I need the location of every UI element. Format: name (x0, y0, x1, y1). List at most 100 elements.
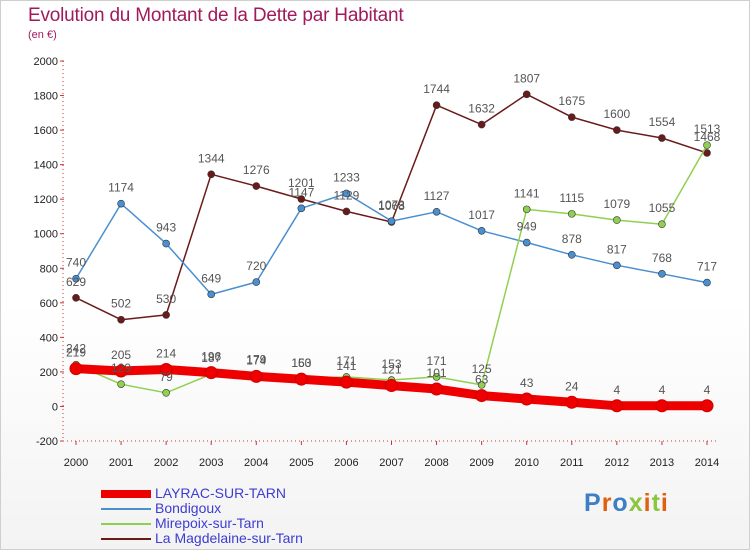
legend-item[interactable]: La Magdelaine-sur-Tarn (101, 530, 401, 546)
y-tick-label: 1200 (34, 194, 58, 206)
x-tick-label: 2002 (154, 457, 178, 469)
data-point (613, 126, 621, 134)
data-label: 717 (697, 260, 717, 274)
data-label: 1276 (243, 163, 270, 177)
x-tick-label: 2003 (199, 457, 223, 469)
data-point (432, 373, 441, 381)
logo-letter: t (651, 489, 661, 517)
data-point (162, 311, 170, 319)
data-label: 153 (291, 356, 311, 370)
data-point (385, 379, 398, 393)
data-label: 1079 (604, 197, 631, 211)
data-label: 1141 (514, 186, 540, 200)
data-point (294, 372, 308, 386)
data-label: 740 (66, 256, 86, 270)
data-point (658, 134, 666, 142)
data-label: 530 (156, 292, 176, 306)
x-tick-label: 2013 (650, 457, 674, 469)
logo-letter: P (584, 489, 602, 517)
data-point (700, 399, 714, 413)
data-label: 4 (659, 383, 666, 397)
x-tick-label: 2005 (289, 457, 313, 469)
logo-letter: r (601, 489, 613, 517)
data-label: 179 (246, 353, 266, 367)
x-tick-label: 2008 (424, 457, 448, 469)
data-point (72, 274, 80, 283)
data-point (703, 149, 711, 157)
data-point (703, 278, 711, 287)
data-point (522, 90, 531, 99)
data-label: 1147 (288, 185, 314, 199)
x-tick-label: 2010 (514, 457, 538, 469)
data-label: 205 (111, 348, 131, 362)
data-point (477, 381, 486, 389)
x-tick-label: 2007 (379, 457, 403, 469)
x-tick-label: 2014 (695, 457, 719, 469)
data-point (520, 392, 534, 406)
data-point (159, 362, 173, 376)
data-label: 943 (156, 221, 176, 235)
data-label: 629 (66, 275, 86, 289)
data-label: 242 (66, 342, 86, 356)
series-bondigoux (72, 189, 711, 299)
data-point (655, 399, 669, 413)
data-label: 121 (381, 363, 401, 377)
data-point (69, 362, 83, 376)
chart-title: Evolution du Montant de la Dette par Hab… (28, 5, 404, 26)
data-point (567, 210, 576, 218)
data-point (477, 120, 486, 129)
data-label: 171 (336, 354, 356, 368)
data-point (613, 216, 621, 224)
data-point (249, 369, 263, 383)
data-label: 720 (246, 259, 266, 273)
data-label: 4 (704, 383, 711, 397)
data-point (207, 290, 216, 299)
legend-swatch (101, 523, 151, 525)
data-label: 174 (246, 353, 266, 367)
y-tick-label: 1400 (34, 160, 58, 172)
legend-item[interactable]: Bondigoux (101, 500, 401, 516)
data-label: 63 (475, 373, 489, 387)
data-point (117, 315, 125, 324)
y-tick-label: -200 (36, 436, 58, 448)
legend-swatch (101, 538, 151, 540)
legend-item[interactable]: Mirepoix-sur-Tarn (101, 515, 401, 531)
data-label: 141 (336, 359, 356, 373)
proxiti-logo[interactable]: Proxiti (584, 489, 669, 518)
x-tick-label: 2004 (244, 457, 268, 469)
data-label: 1201 (288, 176, 315, 190)
data-point (567, 113, 576, 121)
data-label: 43 (520, 376, 534, 390)
legend-item[interactable]: LAYRAC-SUR-TARN (101, 485, 401, 501)
x-tick-label: 2000 (64, 457, 88, 469)
data-point (658, 220, 666, 229)
data-label: 1127 (424, 189, 450, 203)
data-label: 1073 (378, 198, 405, 212)
data-point (117, 199, 125, 208)
data-point (475, 389, 489, 403)
data-point (613, 261, 621, 270)
data-point (342, 189, 351, 198)
data-label: 101 (427, 366, 447, 380)
data-label: 1115 (559, 191, 584, 205)
logo-letter: x (628, 489, 644, 517)
data-point (610, 399, 624, 413)
data-label: 214 (156, 346, 176, 360)
data-label: 1632 (468, 102, 495, 116)
data-point (432, 207, 441, 216)
data-point (342, 207, 351, 216)
data-point (522, 238, 531, 247)
series-layrac-sur-tarn (69, 362, 714, 413)
chart-axes: -200 0 200 400 600 800 1000 1200 1400 1600 1800 200… (34, 56, 720, 469)
data-point (565, 395, 579, 409)
data-point (162, 239, 170, 248)
data-label: 1068 (378, 199, 405, 213)
data-point (117, 380, 125, 388)
data-point (114, 364, 128, 378)
chart-unit-label: (en €) (28, 29, 57, 41)
data-label: 1055 (649, 201, 676, 215)
data-label: 153 (381, 357, 401, 371)
